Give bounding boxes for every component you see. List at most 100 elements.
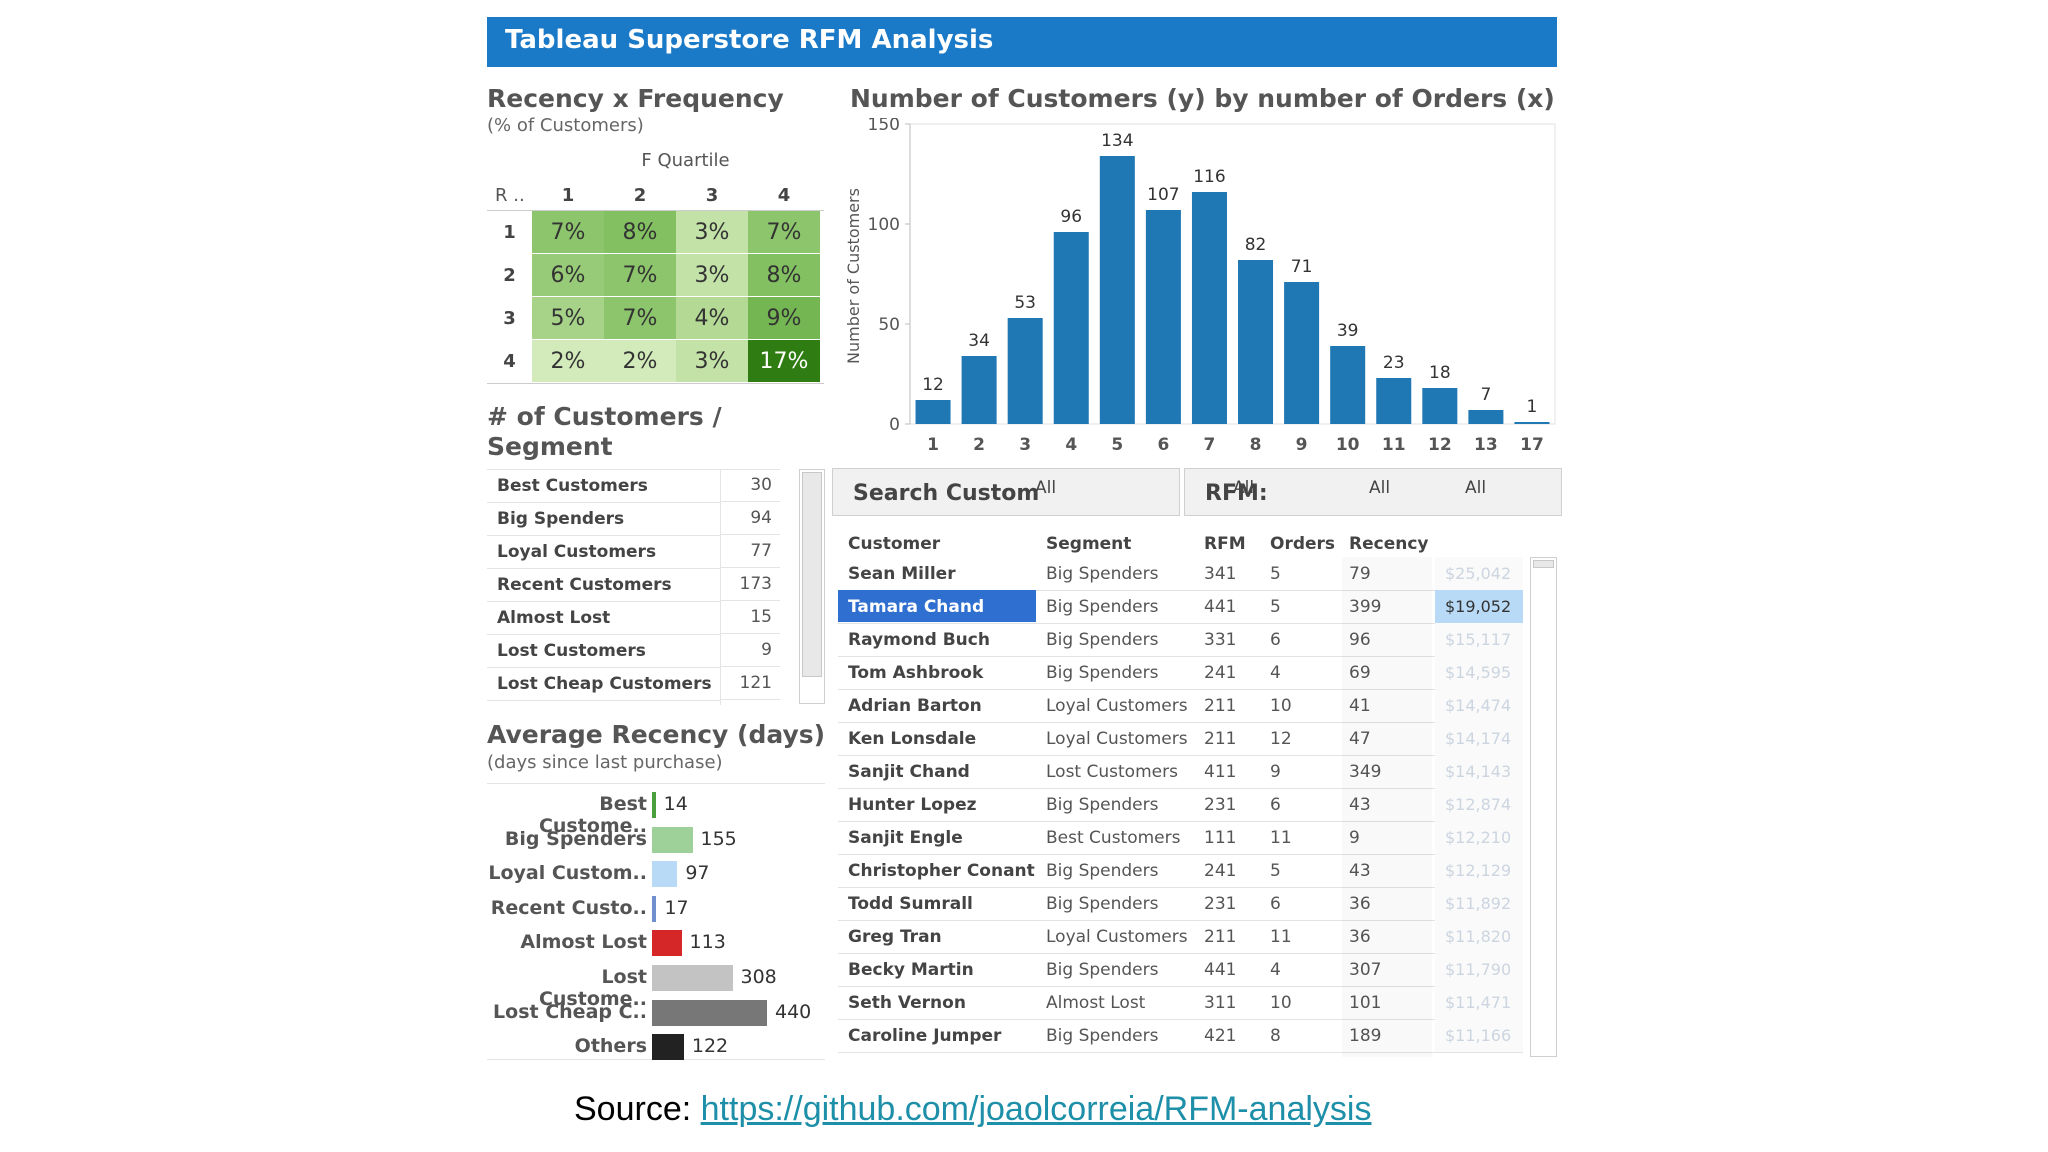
recency-bar[interactable] xyxy=(652,861,678,888)
search-customer-value[interactable]: All xyxy=(1035,478,1057,498)
segment-list-scrollbar[interactable] xyxy=(799,469,825,704)
cell-customer[interactable]: Tamara Chand xyxy=(848,597,985,617)
heatmap-cell[interactable]: 3% xyxy=(676,254,748,296)
cell-customer[interactable]: Greg Tran xyxy=(848,927,942,947)
cell-customer[interactable]: Caroline Jumper xyxy=(848,1026,1002,1046)
heatmap-cell[interactable]: 2% xyxy=(532,340,604,382)
heatmap-cell[interactable]: 9% xyxy=(748,297,820,339)
table-row[interactable]: Caroline Jumper Big Spenders 421 8 189 $11,16… xyxy=(838,1019,1523,1053)
table-row[interactable]: Becky Martin Big Spenders 441 4 307 $11,790 xyxy=(838,953,1523,987)
recency-bar[interactable] xyxy=(652,930,682,957)
col-header-segment[interactable]: Segment xyxy=(1046,534,1132,554)
segment-list-scroll-thumb[interactable] xyxy=(802,472,822,677)
table-row[interactable]: Tamara Chand Big Spenders 441 5 399 $19,052 xyxy=(838,590,1523,624)
orders-bar[interactable] xyxy=(1284,282,1320,424)
orders-bar[interactable] xyxy=(1468,410,1504,424)
heatmap-cell[interactable]: 8% xyxy=(604,211,676,253)
rfm-filter-value-r[interactable]: All xyxy=(1233,478,1255,498)
segment-row[interactable]: Big Spenders xyxy=(487,503,720,536)
segment-row[interactable]: Loyal Customers xyxy=(487,536,720,569)
cell-customer[interactable]: Ken Lonsdale xyxy=(848,729,977,749)
table-row[interactable]: Greg Tran Loyal Customers 211 11 36 $11,820 xyxy=(838,920,1523,954)
segment-name: Lost Cheap Customers xyxy=(497,674,712,694)
y-tick-label: 100 xyxy=(868,215,900,235)
segment-row[interactable]: Best Customers xyxy=(487,470,720,503)
table-row[interactable]: Sean Miller Big Spenders 341 5 79 $25,042 xyxy=(838,557,1523,591)
recency-bar[interactable] xyxy=(652,895,657,922)
segments-title: # of Customers / Segment xyxy=(487,402,722,461)
orders-bar[interactable] xyxy=(961,356,997,424)
cell-recency: 349 xyxy=(1349,762,1382,782)
segment-row[interactable]: Recent Customers xyxy=(487,569,720,602)
cell-customer[interactable]: Sanjit Chand xyxy=(848,762,970,782)
heatmap-cell[interactable]: 4% xyxy=(676,297,748,339)
orders-bar[interactable] xyxy=(1376,378,1412,424)
cell-recency: 307 xyxy=(1349,960,1382,980)
heatmap-cell[interactable]: 6% xyxy=(532,254,604,296)
orders-bar[interactable] xyxy=(1422,388,1458,424)
table-row[interactable]: Ken Lonsdale Loyal Customers 211 12 47 $14,17… xyxy=(838,722,1523,756)
orders-bar[interactable] xyxy=(1330,346,1366,424)
heatmap-cell[interactable]: 7% xyxy=(604,297,676,339)
heatmap-cell[interactable]: 3% xyxy=(676,211,748,253)
recency-bar[interactable] xyxy=(652,826,693,853)
table-row[interactable]: Adrian Barton Loyal Customers 211 10 41 $14,4… xyxy=(838,689,1523,723)
col-header-recency[interactable]: Recency xyxy=(1349,534,1429,554)
cell-customer[interactable]: Hunter Lopez xyxy=(848,795,977,815)
segment-row[interactable]: Almost Lost xyxy=(487,602,720,635)
heatmap-cell[interactable]: 17% xyxy=(748,340,820,382)
col-header-orders[interactable]: Orders xyxy=(1270,534,1336,554)
cell-customer[interactable]: Raymond Buch xyxy=(848,630,990,650)
col-header-customer[interactable]: Customer xyxy=(848,534,941,554)
cell-customer[interactable]: Becky Martin xyxy=(848,960,974,980)
cell-customer[interactable]: Sanjit Engle xyxy=(848,828,963,848)
col-header-rfm[interactable]: RFM xyxy=(1204,534,1246,554)
orders-bar[interactable] xyxy=(1145,210,1181,424)
orders-bar[interactable] xyxy=(1238,260,1274,424)
table-row[interactable]: Sanjit Chand Lost Customers 411 9 349 $14,143 xyxy=(838,755,1523,789)
cell-customer[interactable]: Seth Vernon xyxy=(848,993,966,1013)
table-scrollbar[interactable] xyxy=(1530,557,1557,1057)
source-link[interactable]: https://github.com/joaolcorreia/RFM-anal… xyxy=(700,1090,1372,1128)
table-row[interactable]: Tom Ashbrook Big Spenders 241 4 69 $14,595 xyxy=(838,656,1523,690)
customer-table: Customer Segment RFM Orders Recency Sean… xyxy=(838,530,1558,1057)
rfm-filter-value-m[interactable]: All xyxy=(1465,478,1487,498)
table-row[interactable]: Raymond Buch Big Spenders 331 6 96 $15,117 xyxy=(838,623,1523,657)
segment-row[interactable]: Lost Customers xyxy=(487,635,720,668)
orders-bar[interactable] xyxy=(1514,422,1550,424)
cell-rfm: 311 xyxy=(1204,993,1237,1013)
orders-bar[interactable] xyxy=(915,400,951,424)
recency-bar[interactable] xyxy=(652,965,733,991)
recency-bar[interactable] xyxy=(652,999,767,1026)
cell-customer[interactable]: Todd Sumrall xyxy=(848,894,973,914)
search-customer-filter[interactable]: Search Custom All xyxy=(832,468,1180,516)
table-row[interactable]: Hunter Lopez Big Spenders 231 6 43 $12,874 xyxy=(838,788,1523,822)
cell-customer[interactable]: Sean Miller xyxy=(848,564,956,584)
cell-orders: 6 xyxy=(1270,795,1281,815)
heatmap-cell[interactable]: 5% xyxy=(532,297,604,339)
heatmap-cell[interactable]: 7% xyxy=(748,211,820,253)
orders-bar[interactable] xyxy=(1007,318,1043,424)
heatmap-cell[interactable]: 8% xyxy=(748,254,820,296)
rfm-filter[interactable]: RFM: All All All xyxy=(1184,468,1562,516)
table-row[interactable]: Seth Vernon Almost Lost 311 10 101 $11,471 xyxy=(838,986,1523,1020)
orders-bar[interactable] xyxy=(1191,192,1227,424)
heatmap-cell[interactable]: 2% xyxy=(604,340,676,382)
table-row[interactable]: Sanjit Engle Best Customers 111 11 9 $12,210 xyxy=(838,821,1523,855)
cell-customer[interactable]: Adrian Barton xyxy=(848,696,982,716)
cell-customer[interactable]: Christopher Conant xyxy=(848,861,1035,881)
heatmap-cell[interactable]: 3% xyxy=(676,340,748,382)
recency-bar[interactable] xyxy=(652,1034,684,1061)
cell-customer[interactable]: Tom Ashbrook xyxy=(848,663,984,683)
segment-row[interactable]: Lost Cheap Customers xyxy=(487,668,720,701)
x-tick-label: 2 xyxy=(973,435,985,455)
table-row[interactable]: Todd Sumrall Big Spenders 231 6 36 $11,892 xyxy=(838,887,1523,921)
table-row[interactable]: Christopher Conant Big Spenders 241 5 43 $12,… xyxy=(838,854,1523,888)
rfm-filter-value-f[interactable]: All xyxy=(1369,478,1391,498)
heatmap-cell[interactable]: 7% xyxy=(604,254,676,296)
orders-bar[interactable] xyxy=(1099,156,1135,424)
recency-bar[interactable] xyxy=(652,792,656,818)
table-scroll-thumb[interactable] xyxy=(1533,560,1554,568)
heatmap-cell[interactable]: 7% xyxy=(532,211,604,253)
orders-bar[interactable] xyxy=(1053,232,1089,424)
